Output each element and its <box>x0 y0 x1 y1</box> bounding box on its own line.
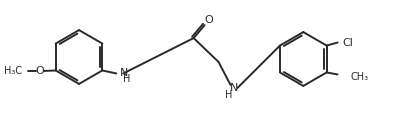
Text: N: N <box>230 83 239 93</box>
Text: O: O <box>36 66 44 76</box>
Text: N: N <box>120 68 129 78</box>
Text: H: H <box>122 74 130 84</box>
Text: CH₃: CH₃ <box>350 72 369 82</box>
Text: O: O <box>204 15 213 25</box>
Text: H: H <box>225 90 232 100</box>
Text: Cl: Cl <box>342 38 353 48</box>
Text: H₃C: H₃C <box>4 66 22 76</box>
